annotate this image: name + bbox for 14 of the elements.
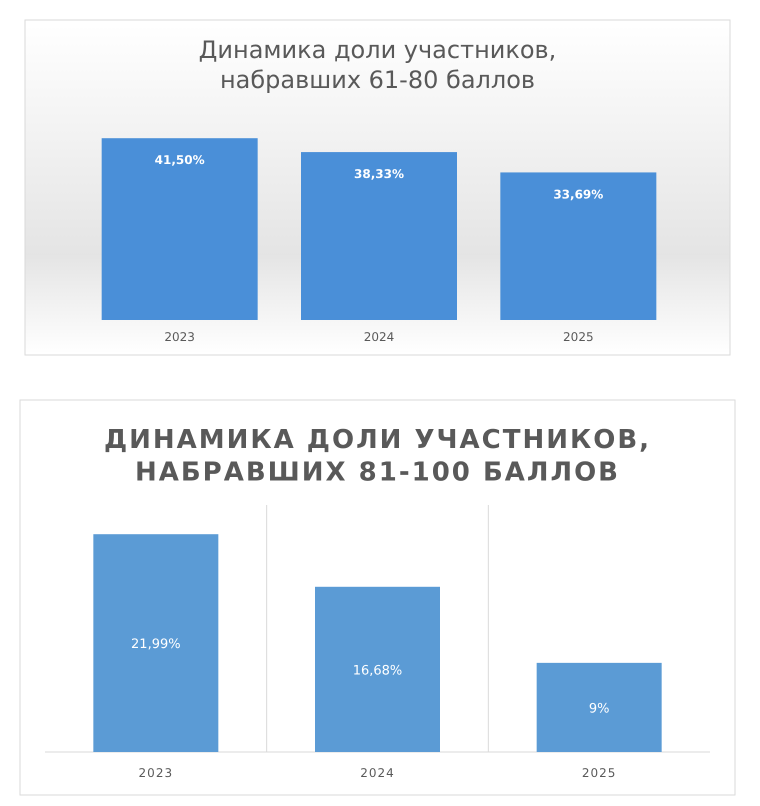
x-tick-label: 2024 xyxy=(360,766,395,780)
data-label: 33,69% xyxy=(553,187,604,202)
x-tick-label: 2023 xyxy=(164,330,195,344)
chart-title: ДИНАМИКА ДОЛИ УЧАСТНИКОВ, НАБРАВШИХ 81-100 БАЛЛОВ xyxy=(104,425,652,488)
x-tick-label: 2023 xyxy=(138,766,174,780)
x-tick-label: 2025 xyxy=(582,766,616,780)
data-label: 9% xyxy=(588,701,610,716)
data-label: 41,50% xyxy=(154,153,205,168)
chart-title: Динамика доли участников, набравших 61-80 баллов xyxy=(198,36,556,94)
data-label: 16,68% xyxy=(352,663,402,678)
data-label: 38,33% xyxy=(354,167,404,182)
data-label: 21,99% xyxy=(131,637,181,652)
x-tick-label: 2024 xyxy=(364,330,394,344)
x-tick-label: 2025 xyxy=(563,330,594,344)
